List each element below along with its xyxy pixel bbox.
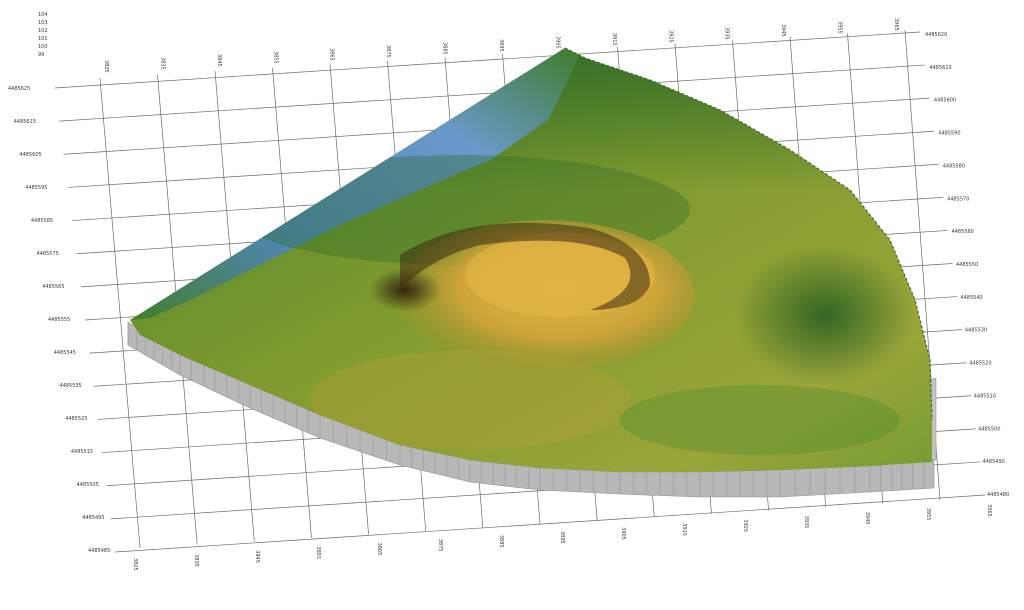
x-bottom-tick-label: 3945	[864, 512, 870, 525]
x-top-tick-label: 3875	[385, 45, 391, 58]
x-top-tick-label: 3935	[724, 27, 730, 40]
x-bottom-tick-label: 3925	[742, 519, 748, 532]
grid-line-horizontal	[59, 64, 925, 122]
y-axis-left-ticks: 4485625 4485615 4485605 4485595 4485585 44855…	[8, 86, 110, 554]
x-bottom-tick-label: 3845	[254, 550, 260, 563]
x-bottom-tick-label: 3965	[986, 504, 992, 517]
x-bottom-tick-label: 3865	[376, 543, 382, 556]
y-right-tick-label: 4485540	[960, 295, 982, 301]
z-tick-label: 104	[38, 12, 48, 18]
x-bottom-tick-label: 3855	[315, 546, 321, 559]
x-bottom-tick-label: 3935	[803, 516, 809, 529]
x-top-tick-label: 3925	[667, 30, 673, 43]
x-bottom-tick-label: 3875	[437, 539, 443, 552]
y-left-tick-label: 4485485	[88, 548, 110, 554]
x-bottom-tick-label: 3885	[498, 535, 504, 548]
y-axis-right-ticks: 4485620 4485610 4485600 4485590 4485580 44855…	[925, 32, 1009, 498]
y-right-tick-label: 4485590	[938, 131, 960, 137]
x-axis-bottom-ticks: 3825 3835 3845 3855 3865 3875 3885 3895 3905 3915…	[132, 504, 992, 571]
y-left-tick-label: 4485565	[42, 284, 64, 290]
y-left-tick-label: 4485515	[71, 449, 93, 455]
y-right-tick-label: 4485620	[925, 32, 947, 38]
x-bottom-tick-label: 3955	[925, 508, 931, 521]
y-right-tick-label: 4485520	[969, 361, 991, 367]
x-top-tick-label: 3865	[329, 48, 335, 61]
x-bottom-tick-label: 3895	[559, 531, 565, 544]
y-right-tick-label: 4485550	[956, 262, 978, 268]
y-right-tick-label: 4485610	[929, 65, 951, 71]
y-left-tick-label: 4485535	[59, 383, 81, 389]
y-right-tick-label: 4485570	[947, 196, 969, 202]
x-bottom-tick-label: 3915	[681, 523, 687, 536]
y-left-tick-label: 4485605	[19, 152, 41, 158]
x-bottom-tick-label: 3835	[193, 554, 199, 567]
y-right-tick-label: 4485560	[952, 229, 974, 235]
z-tick-label: 100	[38, 44, 48, 50]
y-right-tick-label: 4485580	[943, 163, 965, 169]
y-right-tick-label: 4485530	[965, 328, 987, 334]
y-left-tick-label: 4485555	[48, 317, 70, 323]
x-bottom-tick-label: 3905	[620, 527, 626, 540]
x-top-tick-label: 3965	[893, 18, 899, 31]
x-top-tick-label: 3915	[611, 33, 617, 46]
y-right-tick-label: 4485600	[934, 98, 956, 104]
y-right-tick-label: 4485480	[987, 492, 1009, 498]
x-top-tick-label: 3825	[103, 60, 109, 73]
x-top-tick-label: 3885	[442, 42, 448, 55]
y-left-tick-label: 4485495	[82, 515, 104, 521]
y-left-tick-label: 4485525	[65, 416, 87, 422]
z-axis-ticks: 104 103 102 101 100 99	[38, 12, 48, 58]
y-left-tick-label: 4485505	[77, 482, 99, 488]
z-tick-label: 101	[38, 36, 48, 42]
y-right-tick-label: 4485500	[978, 426, 1000, 432]
y-left-tick-label: 4485545	[54, 350, 76, 356]
y-right-tick-label: 4485510	[974, 393, 996, 399]
x-top-tick-label: 3835	[159, 57, 165, 70]
y-left-tick-label: 4485595	[25, 185, 47, 191]
x-top-tick-label: 3945	[780, 24, 786, 37]
x-top-tick-label: 3955	[837, 21, 843, 34]
y-left-tick-label: 4485575	[37, 251, 59, 257]
y-left-tick-label: 4485625	[8, 86, 30, 92]
x-top-tick-label: 3855	[272, 51, 278, 64]
z-tick-label: 102	[38, 28, 48, 34]
grid-line-vertical	[99, 77, 141, 549]
terrain-surface	[130, 48, 932, 472]
y-left-tick-label: 4485585	[31, 218, 53, 224]
z-tick-label: 103	[38, 20, 48, 26]
x-bottom-tick-label: 3825	[132, 558, 138, 571]
grid-line-horizontal	[114, 494, 986, 553]
surface-edge	[564, 47, 933, 421]
grid-line-horizontal	[54, 31, 921, 89]
z-tick-label: 99	[38, 52, 44, 58]
x-top-tick-label: 3845	[216, 54, 222, 67]
y-right-tick-label: 4485490	[983, 459, 1005, 465]
x-axis-top-ticks: 3825 3835 3845 3855 3865 3875 3885 3895 3905 3915…	[103, 18, 899, 73]
x-top-tick-label: 3905	[554, 36, 560, 49]
y-left-tick-label: 4485615	[14, 119, 36, 125]
x-top-tick-label: 3895	[498, 39, 504, 52]
